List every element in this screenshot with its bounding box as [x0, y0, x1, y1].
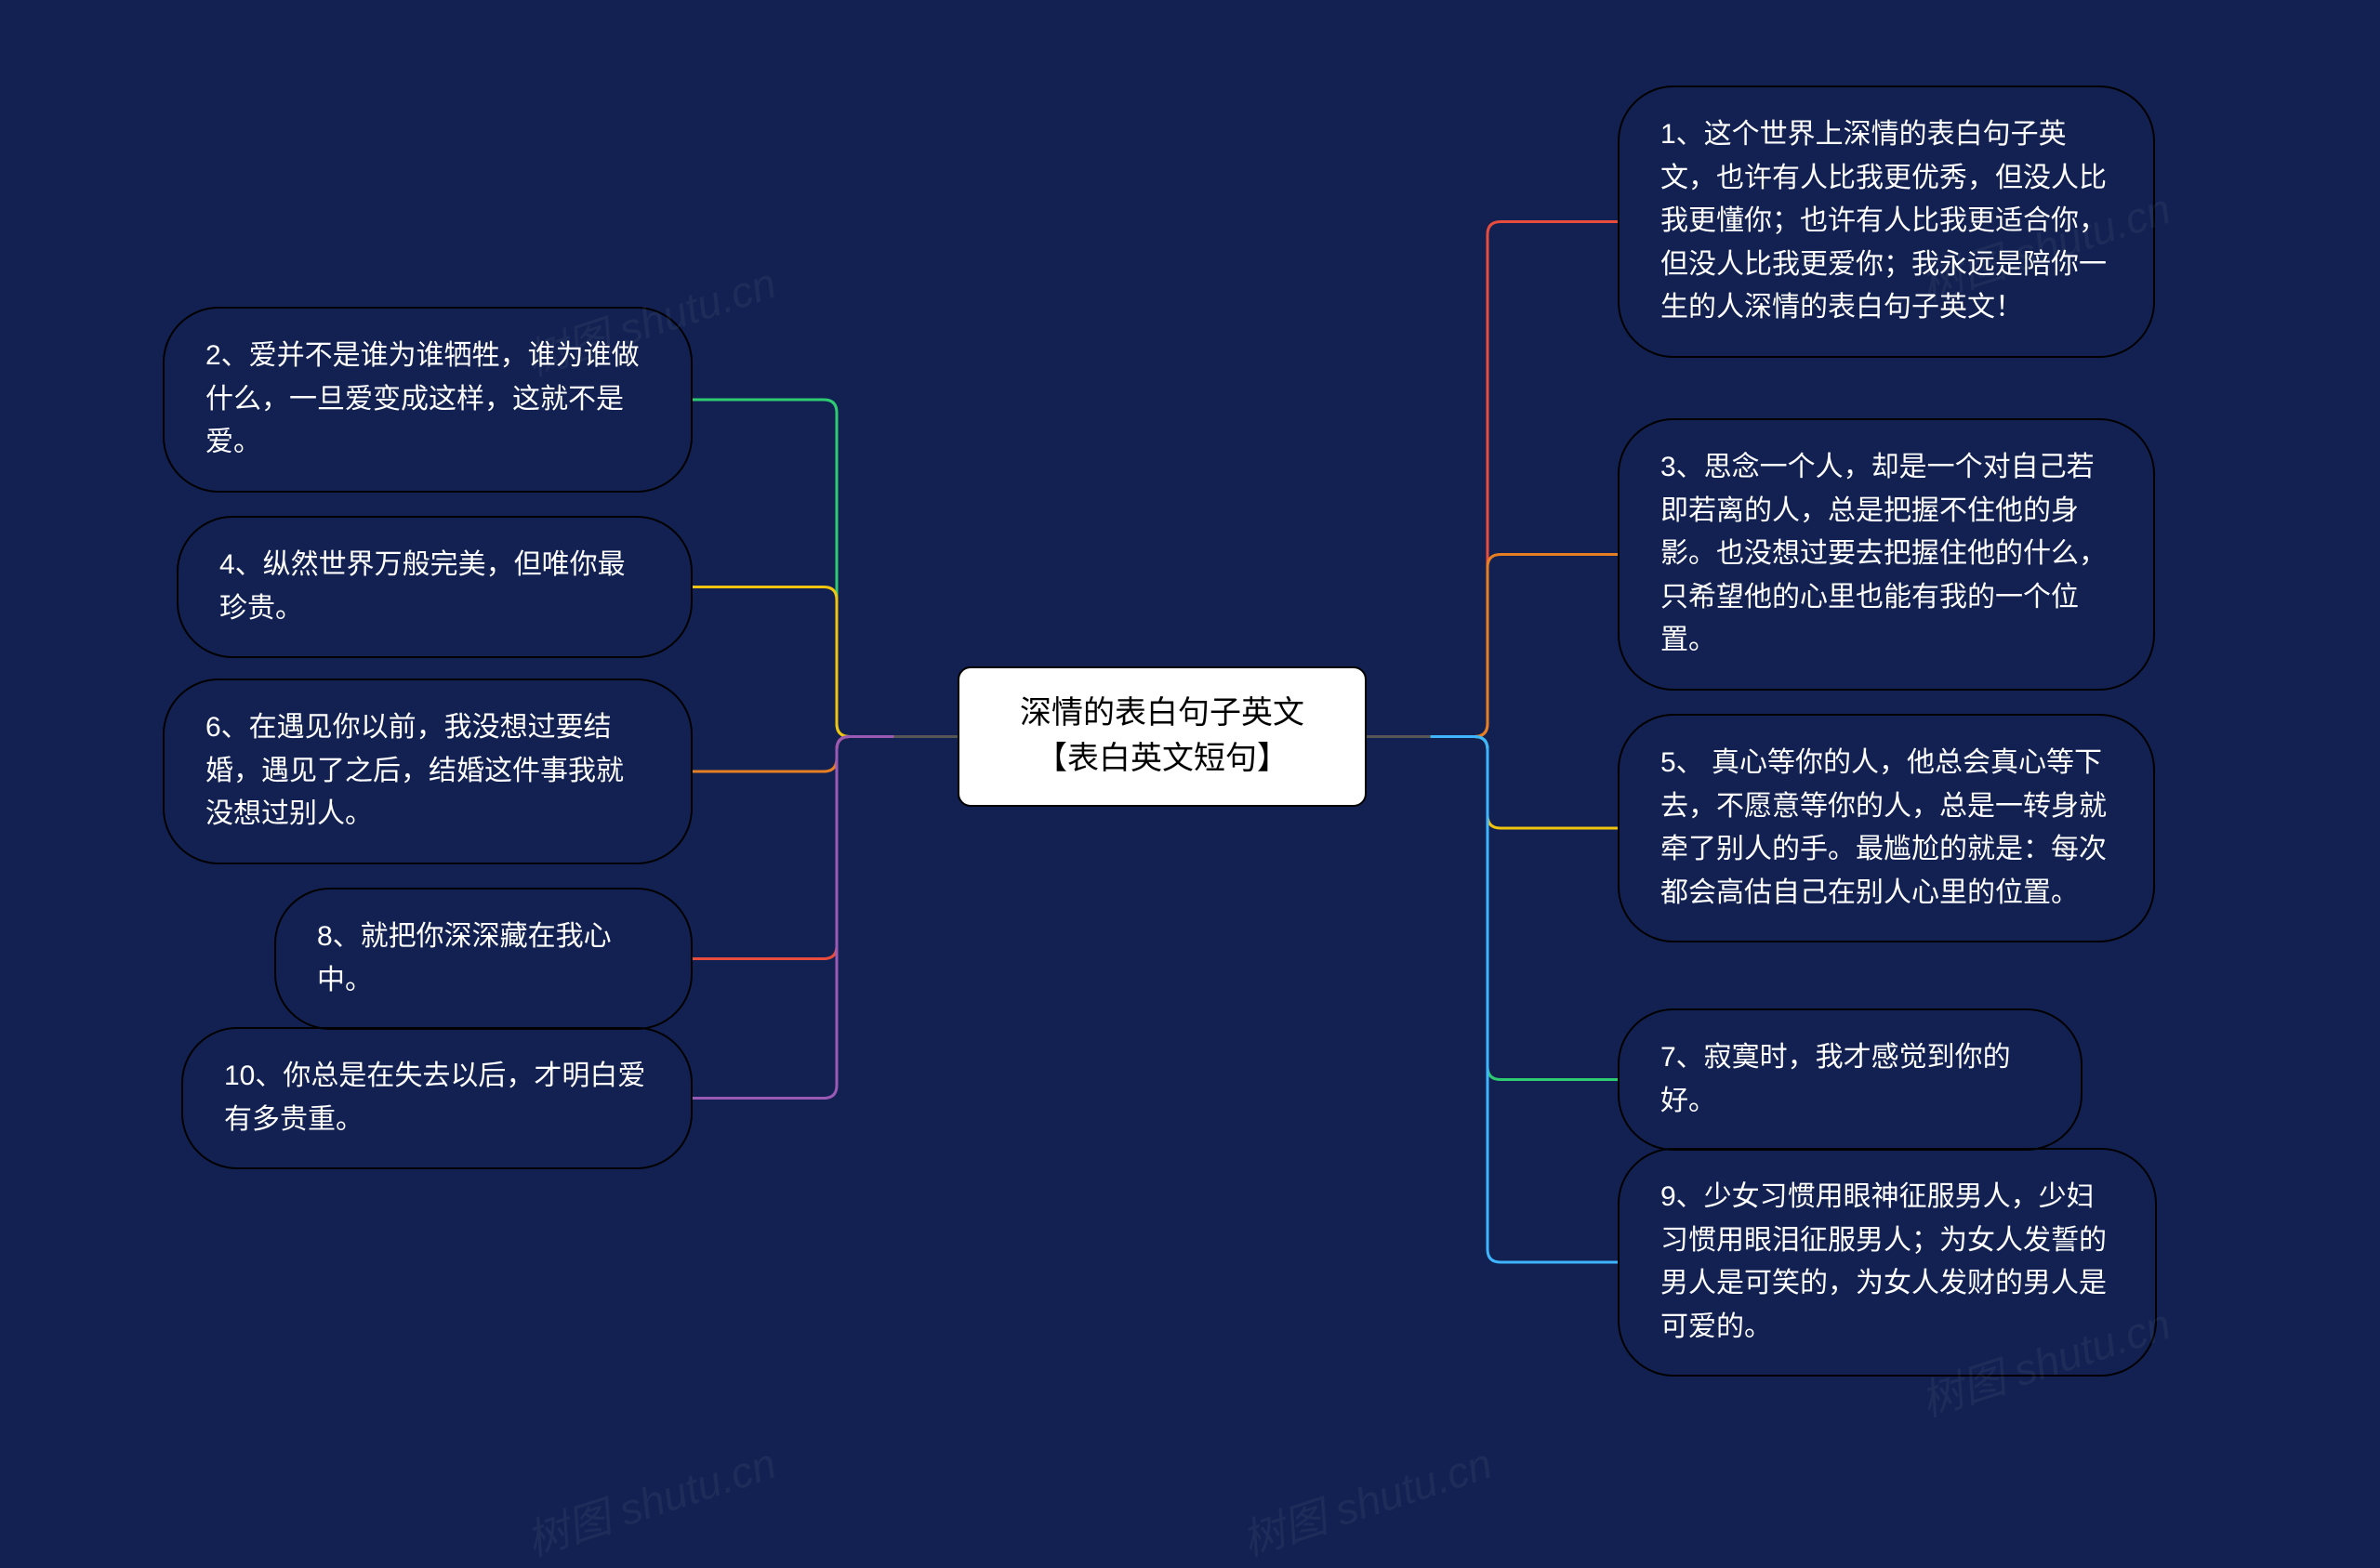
- leaf-node-2: 2、爱并不是谁为谁牺牲，谁为谁做什么，一旦爱变成这样，这就不是爱。: [163, 307, 693, 493]
- watermark: 树图 shutu.cn: [1234, 1430, 1499, 1568]
- leaf-node-4: 4、纵然世界万般完美，但唯你最珍贵。: [177, 516, 693, 658]
- leaf-node-8: 8、就把你深深藏在我心中。: [274, 888, 693, 1030]
- leaf-node-6: 6、在遇见你以前，我没想过要结婚，遇见了之后，结婚这件事我就没想过别人。: [163, 679, 693, 864]
- leaf-node-10: 10、你总是在失去以后，才明白爱有多贵重。: [181, 1027, 693, 1169]
- watermark: 树图 shutu.cn: [518, 1430, 783, 1568]
- leaf-node-7: 7、寂寞时，我才感觉到你的好。: [1618, 1008, 2082, 1151]
- leaf-node-3: 3、思念一个人，却是一个对自己若即若离的人，总是把握不住他的身影。也没想过要去把…: [1618, 418, 2155, 691]
- center-node: 深情的表白句子英文【表白英文短句】: [958, 666, 1367, 807]
- leaf-node-9: 9、少女习惯用眼神征服男人，少妇习惯用眼泪征服男人；为女人发誓的男人是可笑的，为…: [1618, 1148, 2157, 1377]
- leaf-node-1: 1、这个世界上深情的表白句子英文，也许有人比我更优秀，但没人比我更懂你；也许有人…: [1618, 86, 2155, 358]
- leaf-node-5: 5、 真心等你的人，他总会真心等下去，不愿意等你的人，总是一转身就牵了别人的手。…: [1618, 714, 2155, 942]
